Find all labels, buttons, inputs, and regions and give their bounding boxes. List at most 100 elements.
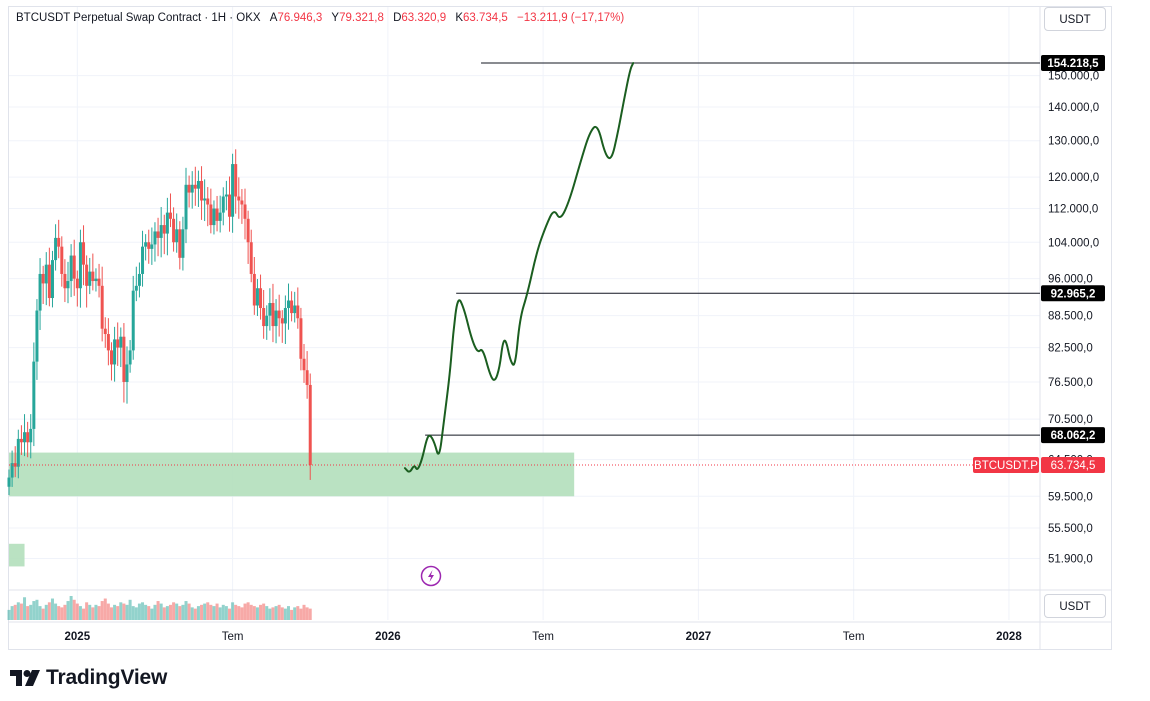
- volume-bar: [206, 602, 210, 620]
- volume-bar: [271, 607, 275, 620]
- candle-body: [181, 229, 185, 258]
- volume-bar: [265, 606, 269, 620]
- candle-body: [119, 336, 123, 348]
- price-axis: 150.000,0 140.000,0 130.000,0 120.000,0 112.…: [1048, 71, 1099, 566]
- volume-bar: [122, 603, 126, 620]
- volume-bar: [116, 606, 120, 620]
- drawings: [9, 62, 1040, 473]
- candle-body: [209, 204, 213, 226]
- x-tick-label: Tem: [222, 631, 244, 643]
- candle-body: [122, 336, 126, 382]
- candle-body: [16, 438, 20, 467]
- y-tick-label: 130.000,0: [1048, 136, 1099, 148]
- symbol-tag-label: BTCUSDT.P: [974, 460, 1038, 472]
- candle-body: [259, 288, 263, 309]
- volume-bar: [103, 598, 107, 620]
- candle-body: [262, 308, 266, 327]
- volume-bar: [215, 603, 219, 620]
- volume-bar: [283, 608, 287, 620]
- volume-bar: [268, 608, 272, 620]
- volume-bar: [290, 609, 294, 620]
- candle-body: [38, 273, 42, 311]
- candle-body: [103, 328, 107, 335]
- volume-bar: [240, 607, 244, 620]
- volume-bar: [57, 606, 61, 620]
- volume-bar: [50, 598, 54, 620]
- x-tick-label: Tem: [532, 631, 554, 643]
- currency-selector-top[interactable]: USDT: [1044, 7, 1106, 31]
- candle-body: [32, 361, 36, 429]
- volume-bar: [274, 606, 278, 620]
- candle-body: [7, 477, 11, 487]
- candle-body: [165, 212, 169, 234]
- high-value: 79.321,8: [339, 12, 384, 24]
- volume-bar: [212, 606, 216, 620]
- volume-bar: [308, 608, 312, 620]
- high-key: Y: [331, 12, 340, 24]
- chart-frame[interactable]: [8, 6, 1112, 650]
- volume-bar: [175, 603, 179, 620]
- volume-bar: [178, 606, 182, 620]
- volume-bar: [200, 604, 204, 620]
- replay-icon[interactable]: [420, 565, 442, 587]
- level-154218-label: 154.218,5: [1047, 58, 1099, 70]
- candle-body: [271, 303, 275, 327]
- volume-bar: [184, 601, 188, 620]
- candle-body: [47, 264, 51, 299]
- candle-body: [274, 310, 278, 327]
- candle-body: [10, 463, 14, 478]
- volume-bar: [100, 601, 104, 620]
- close-key: K: [455, 12, 464, 24]
- candle-body: [255, 288, 259, 306]
- volume-bar: [38, 606, 42, 620]
- candle-body: [296, 305, 300, 319]
- y-tick-label: 112.000,0: [1048, 204, 1098, 216]
- volume-bar: [60, 607, 64, 620]
- volume-bar: [209, 604, 213, 620]
- volume-bar: [66, 601, 70, 620]
- candle-body: [153, 231, 157, 245]
- candle-body: [60, 246, 64, 274]
- candle-body: [57, 237, 61, 247]
- candle-body: [187, 184, 191, 193]
- volume-bar: [16, 602, 20, 620]
- candle-body: [75, 278, 79, 289]
- candle-body: [82, 242, 86, 265]
- currency-selector-bottom[interactable]: USDT: [1044, 594, 1106, 618]
- candle-body: [305, 370, 309, 385]
- low-key: D: [393, 12, 402, 24]
- candle-body: [72, 255, 76, 279]
- volume-bar: [10, 606, 14, 620]
- volume-bar: [150, 608, 154, 620]
- candle-body: [206, 198, 210, 205]
- volume-bar: [113, 604, 117, 620]
- level-154218-tag: [1041, 55, 1105, 72]
- candle-body: [243, 204, 247, 219]
- volume-bar: [128, 599, 132, 620]
- volume-bar: [246, 602, 250, 620]
- y-tick-label: 120.000,0: [1048, 172, 1099, 184]
- grid: [9, 7, 1112, 650]
- x-tick-label: 2025: [65, 631, 91, 643]
- volume-bar: [82, 608, 86, 620]
- volume-bar: [159, 603, 163, 620]
- y-tick-label: 140.000,0: [1048, 102, 1099, 114]
- candle-body: [23, 432, 27, 443]
- candle-body: [308, 384, 312, 466]
- symbol-title[interactable]: BTCUSDT Perpetual Swap Contract · 1H · O…: [16, 12, 261, 24]
- volume-bar: [109, 607, 113, 620]
- volume-bar: [193, 608, 197, 620]
- volume-bar: [141, 602, 145, 620]
- volume-bar: [296, 606, 300, 620]
- candle-body: [221, 196, 225, 213]
- level-92965-label: 92.965,2: [1051, 288, 1096, 300]
- tradingview-logo[interactable]: TradingView: [10, 666, 167, 690]
- volume-bar: [144, 604, 148, 620]
- volume-bar: [249, 604, 253, 620]
- candle-body: [277, 310, 281, 319]
- volume-bar: [255, 607, 259, 620]
- volume-bar: [302, 604, 306, 620]
- volume-bar: [218, 607, 222, 620]
- candle-body: [290, 300, 294, 314]
